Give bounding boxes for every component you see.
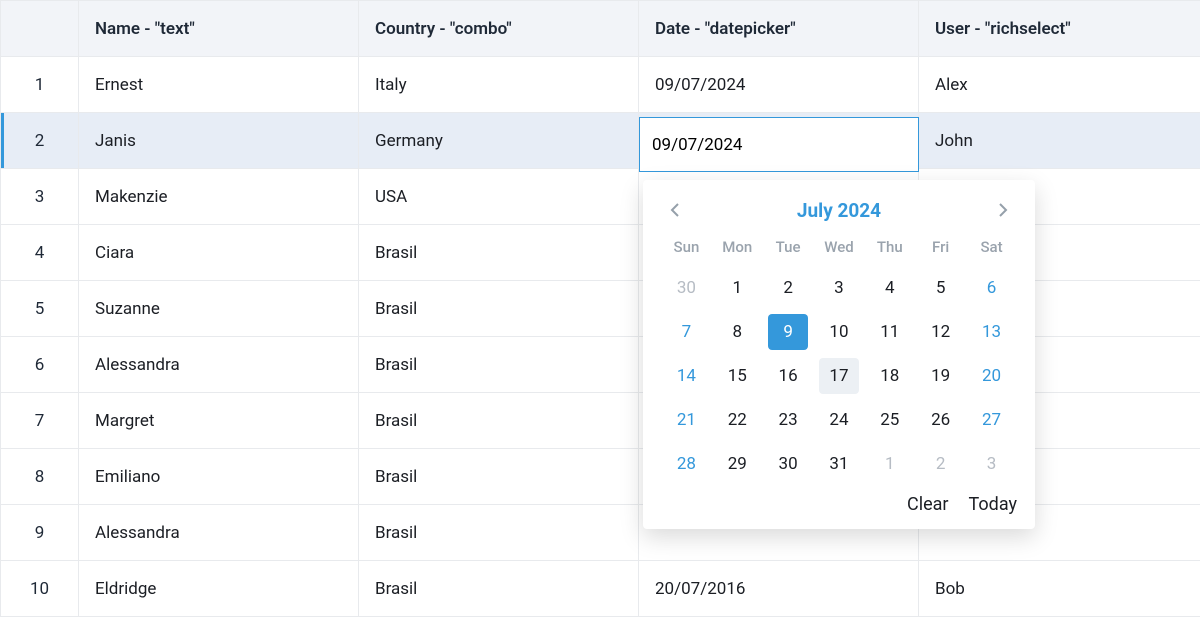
cell-date[interactable]: 20/07/2016 <box>639 561 919 617</box>
row-index[interactable]: 9 <box>1 505 79 561</box>
calendar-day[interactable]: 1 <box>864 442 915 486</box>
cell-country[interactable]: Brasil <box>359 281 639 337</box>
calendar-day[interactable]: 31 <box>814 442 865 486</box>
calendar-day[interactable]: 5 <box>915 266 966 310</box>
calendar-day[interactable]: 25 <box>864 398 915 442</box>
calendar-day[interactable]: 30 <box>661 266 712 310</box>
calendar-day[interactable]: 13 <box>966 310 1017 354</box>
cell-name[interactable]: Ernest <box>79 57 359 113</box>
calendar-day[interactable]: 23 <box>763 398 814 442</box>
header-user[interactable]: User - "richselect" <box>919 1 1200 57</box>
next-month-button[interactable] <box>989 196 1017 224</box>
calendar-day[interactable]: 9 <box>763 310 814 354</box>
cell-country[interactable]: Germany <box>359 113 639 169</box>
cell-user[interactable]: Bob <box>919 561 1200 617</box>
calendar-day[interactable]: 17 <box>814 354 865 398</box>
datepicker-popup: July 2024 SunMonTueWedThuFriSat 30123456… <box>643 180 1035 529</box>
cell-name[interactable]: Alessandra <box>79 505 359 561</box>
row-index[interactable]: 6 <box>1 337 79 393</box>
calendar-day[interactable]: 15 <box>712 354 763 398</box>
cell-name[interactable]: Alessandra <box>79 337 359 393</box>
row-index[interactable]: 8 <box>1 449 79 505</box>
cell-name[interactable]: Margret <box>79 393 359 449</box>
cell-name[interactable]: Ciara <box>79 225 359 281</box>
calendar-day[interactable]: 1 <box>712 266 763 310</box>
weekday-label: Fri <box>915 238 966 266</box>
header-name[interactable]: Name - "text" <box>79 1 359 57</box>
calendar-day[interactable]: 11 <box>864 310 915 354</box>
calendar-day[interactable]: 3 <box>814 266 865 310</box>
calendar-day[interactable]: 8 <box>712 310 763 354</box>
weekday-label: Tue <box>763 238 814 266</box>
chevron-left-icon <box>670 203 680 217</box>
today-button[interactable]: Today <box>969 494 1017 515</box>
clear-button[interactable]: Clear <box>907 494 949 515</box>
calendar-day[interactable]: 29 <box>712 442 763 486</box>
calendar-day[interactable]: 7 <box>661 310 712 354</box>
row-index[interactable]: 4 <box>1 225 79 281</box>
calendar-day[interactable]: 18 <box>864 354 915 398</box>
row-index[interactable]: 1 <box>1 57 79 113</box>
cell-country[interactable]: Brasil <box>359 225 639 281</box>
weekday-label: Sat <box>966 238 1017 266</box>
calendar-title[interactable]: July 2024 <box>797 199 881 222</box>
cell-name[interactable]: Makenzie <box>79 169 359 225</box>
row-index[interactable]: 5 <box>1 281 79 337</box>
date-input[interactable] <box>652 135 906 155</box>
calendar-day[interactable]: 6 <box>966 266 1017 310</box>
calendar-day[interactable]: 22 <box>712 398 763 442</box>
cell-name[interactable]: Emiliano <box>79 449 359 505</box>
calendar-footer: Clear Today <box>661 494 1017 515</box>
table-row[interactable]: 2JanisGermany09/07/2024John <box>1 113 1200 169</box>
table-row[interactable]: 1ErnestItaly09/07/2024Alex <box>1 57 1200 113</box>
weekday-label: Thu <box>864 238 915 266</box>
date-cell-editor[interactable] <box>639 117 919 172</box>
cell-country[interactable]: Brasil <box>359 505 639 561</box>
calendar-day[interactable]: 12 <box>915 310 966 354</box>
prev-month-button[interactable] <box>661 196 689 224</box>
calendar-day[interactable]: 2 <box>763 266 814 310</box>
cell-name[interactable]: Suzanne <box>79 281 359 337</box>
calendar-grid: SunMonTueWedThuFriSat 301234567891011121… <box>661 238 1017 486</box>
calendar-day[interactable]: 28 <box>661 442 712 486</box>
cell-country[interactable]: Italy <box>359 57 639 113</box>
weekday-label: Wed <box>814 238 865 266</box>
cell-user[interactable]: John <box>919 113 1200 169</box>
calendar-day[interactable]: 30 <box>763 442 814 486</box>
cell-country[interactable]: Brasil <box>359 393 639 449</box>
calendar-day[interactable]: 2 <box>915 442 966 486</box>
chevron-right-icon <box>998 203 1008 217</box>
calendar-header: July 2024 <box>661 196 1017 224</box>
calendar-day[interactable]: 20 <box>966 354 1017 398</box>
weekday-label: Mon <box>712 238 763 266</box>
weekday-label: Sun <box>661 238 712 266</box>
row-index[interactable]: 7 <box>1 393 79 449</box>
row-index[interactable]: 3 <box>1 169 79 225</box>
cell-country[interactable]: USA <box>359 169 639 225</box>
row-index[interactable]: 2 <box>1 113 79 169</box>
calendar-day[interactable]: 26 <box>915 398 966 442</box>
cell-country[interactable]: Brasil <box>359 449 639 505</box>
header-index <box>1 1 79 57</box>
header-row: Name - "text" Country - "combo" Date - "… <box>1 1 1200 57</box>
header-country[interactable]: Country - "combo" <box>359 1 639 57</box>
calendar-day[interactable]: 10 <box>814 310 865 354</box>
calendar-day[interactable]: 4 <box>864 266 915 310</box>
calendar-day[interactable]: 27 <box>966 398 1017 442</box>
cell-country[interactable]: Brasil <box>359 561 639 617</box>
cell-country[interactable]: Brasil <box>359 337 639 393</box>
row-index[interactable]: 10 <box>1 561 79 617</box>
calendar-day[interactable]: 24 <box>814 398 865 442</box>
header-date[interactable]: Date - "datepicker" <box>639 1 919 57</box>
calendar-day[interactable]: 16 <box>763 354 814 398</box>
calendar-day[interactable]: 21 <box>661 398 712 442</box>
cell-date[interactable]: 09/07/2024 <box>639 57 919 113</box>
calendar-day[interactable]: 19 <box>915 354 966 398</box>
calendar-day[interactable]: 3 <box>966 442 1017 486</box>
calendar-day[interactable]: 14 <box>661 354 712 398</box>
cell-name[interactable]: Janis <box>79 113 359 169</box>
cell-name[interactable]: Eldridge <box>79 561 359 617</box>
table-row[interactable]: 10EldridgeBrasil20/07/2016Bob <box>1 561 1200 617</box>
cell-user[interactable]: Alex <box>919 57 1200 113</box>
